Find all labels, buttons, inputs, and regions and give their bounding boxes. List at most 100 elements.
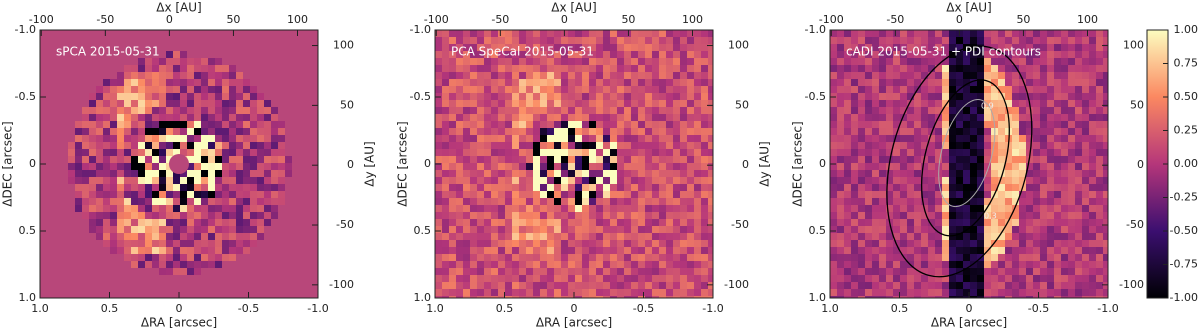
- pixel: [1026, 282, 1033, 289]
- pixel: [617, 114, 624, 121]
- pixel: [970, 254, 977, 261]
- pixel: [540, 191, 547, 198]
- pixel: [977, 275, 984, 282]
- pixel: [977, 149, 984, 156]
- pixel: [673, 247, 680, 254]
- pixel: [687, 282, 694, 289]
- pixel: [956, 289, 963, 296]
- pixel: [837, 261, 844, 268]
- pixel: [257, 100, 264, 107]
- pixel: [991, 93, 998, 100]
- pixel: [977, 128, 984, 135]
- pixel: [1005, 282, 1012, 289]
- pixel: [1054, 261, 1061, 268]
- pixel: [1026, 198, 1033, 205]
- pixel: [533, 198, 540, 205]
- pixel: [631, 114, 638, 121]
- pixel: [638, 79, 645, 86]
- pixel: [435, 289, 442, 296]
- pixel: [949, 226, 956, 233]
- pixel: [666, 289, 673, 296]
- pixel: [879, 93, 886, 100]
- pixel: [907, 240, 914, 247]
- pixel: [1054, 282, 1061, 289]
- pixel: [879, 37, 886, 44]
- pixel: [477, 128, 484, 135]
- pixel: [624, 72, 631, 79]
- pixel: [505, 65, 512, 72]
- pixel: [659, 261, 666, 268]
- pixel: [708, 247, 715, 254]
- pixel: [68, 177, 75, 184]
- pixel: [250, 177, 257, 184]
- pixel: [187, 268, 194, 275]
- pixel: [645, 107, 652, 114]
- pixel: [652, 198, 659, 205]
- pixel: [1012, 163, 1019, 170]
- pixel: [498, 30, 505, 37]
- x2-tick-label: -50: [491, 13, 509, 26]
- pixel: [526, 296, 533, 303]
- pixel: [858, 254, 865, 261]
- pixel: [631, 128, 638, 135]
- pixel: [131, 156, 138, 163]
- pixel: [998, 198, 1005, 205]
- pixel: [145, 79, 152, 86]
- pixel: [589, 93, 596, 100]
- pixel: [533, 212, 540, 219]
- pixel: [456, 107, 463, 114]
- panel-title: PCA SpeCal 2015-05-31: [451, 45, 594, 59]
- pixel: [687, 121, 694, 128]
- pixel: [610, 198, 617, 205]
- pixel: [456, 163, 463, 170]
- pixel: [659, 72, 666, 79]
- pixel: [1047, 212, 1054, 219]
- pixel: [610, 240, 617, 247]
- pixel: [180, 219, 187, 226]
- pixel: [1012, 86, 1019, 93]
- pixel: [603, 198, 610, 205]
- pixel: [844, 170, 851, 177]
- pixel: [837, 254, 844, 261]
- pixel: [645, 212, 652, 219]
- pixel: [1005, 233, 1012, 240]
- pixel: [645, 240, 652, 247]
- contour-label: 0.9: [981, 102, 994, 111]
- pixel: [624, 212, 631, 219]
- pixel: [631, 282, 638, 289]
- pixel: [512, 275, 519, 282]
- pixel: [708, 282, 715, 289]
- pixel: [145, 184, 152, 191]
- pixel: [1047, 58, 1054, 65]
- pixel: [830, 198, 837, 205]
- pixel: [194, 184, 201, 191]
- pixel: [187, 170, 194, 177]
- pixel: [872, 240, 879, 247]
- pixel: [554, 135, 561, 142]
- pixel: [851, 254, 858, 261]
- pixel: [984, 37, 991, 44]
- pixel: [837, 184, 844, 191]
- pixel: [131, 107, 138, 114]
- pixel: [858, 93, 865, 100]
- pixel: [701, 86, 708, 93]
- pixel: [1033, 219, 1040, 226]
- pixel: [229, 149, 236, 156]
- pixel: [659, 128, 666, 135]
- x-axis-label: ΔRA [arcsec]: [141, 316, 217, 330]
- pixel: [159, 128, 166, 135]
- pixel: [498, 289, 505, 296]
- pixel: [708, 240, 715, 247]
- pixel: [956, 177, 963, 184]
- pixel: [449, 149, 456, 156]
- pixel: [687, 226, 694, 233]
- pixel: [942, 65, 949, 72]
- pixel: [991, 163, 998, 170]
- pixel: [505, 142, 512, 149]
- pixel: [498, 37, 505, 44]
- pixel: [893, 163, 900, 170]
- pixel: [103, 240, 110, 247]
- pixel: [470, 107, 477, 114]
- pixel: [1019, 93, 1026, 100]
- pixel: [208, 240, 215, 247]
